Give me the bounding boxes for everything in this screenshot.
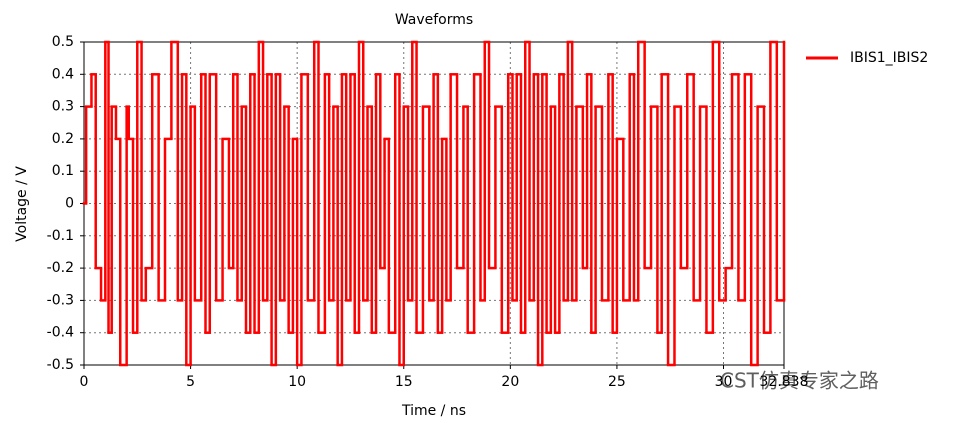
y-tick-label: 0.5: [52, 34, 74, 50]
y-tick-label: 0.3: [52, 99, 74, 115]
y-axis-label: Voltage / V: [14, 166, 30, 242]
legend-label: IBIS1_IBIS2: [850, 50, 928, 66]
x-axis-label: Time / ns: [401, 403, 466, 419]
watermark: CST仿真专家之路: [720, 369, 879, 393]
y-tick-label: 0: [65, 196, 74, 212]
y-tick-label: 0.2: [52, 131, 74, 147]
x-tick-label: 20: [501, 374, 519, 390]
y-tick-label: -0.5: [47, 357, 74, 373]
chart-title: Waveforms: [395, 12, 473, 28]
y-tick-label: -0.2: [47, 260, 74, 276]
x-tick-label: 0: [80, 374, 89, 390]
x-tick-label: 15: [395, 374, 413, 390]
x-tick-label: 10: [288, 374, 306, 390]
y-tick-label: 0.4: [52, 66, 74, 82]
y-tick-label: -0.1: [47, 228, 74, 244]
y-tick-label: 0.1: [52, 163, 74, 179]
x-tick-label: 32.838: [760, 374, 809, 390]
x-tick-label: 30: [715, 374, 733, 390]
x-tick-label: 25: [608, 374, 626, 390]
y-tick-label: -0.3: [47, 292, 74, 308]
x-tick-label: 5: [186, 374, 195, 390]
y-tick-label: -0.4: [47, 325, 74, 341]
